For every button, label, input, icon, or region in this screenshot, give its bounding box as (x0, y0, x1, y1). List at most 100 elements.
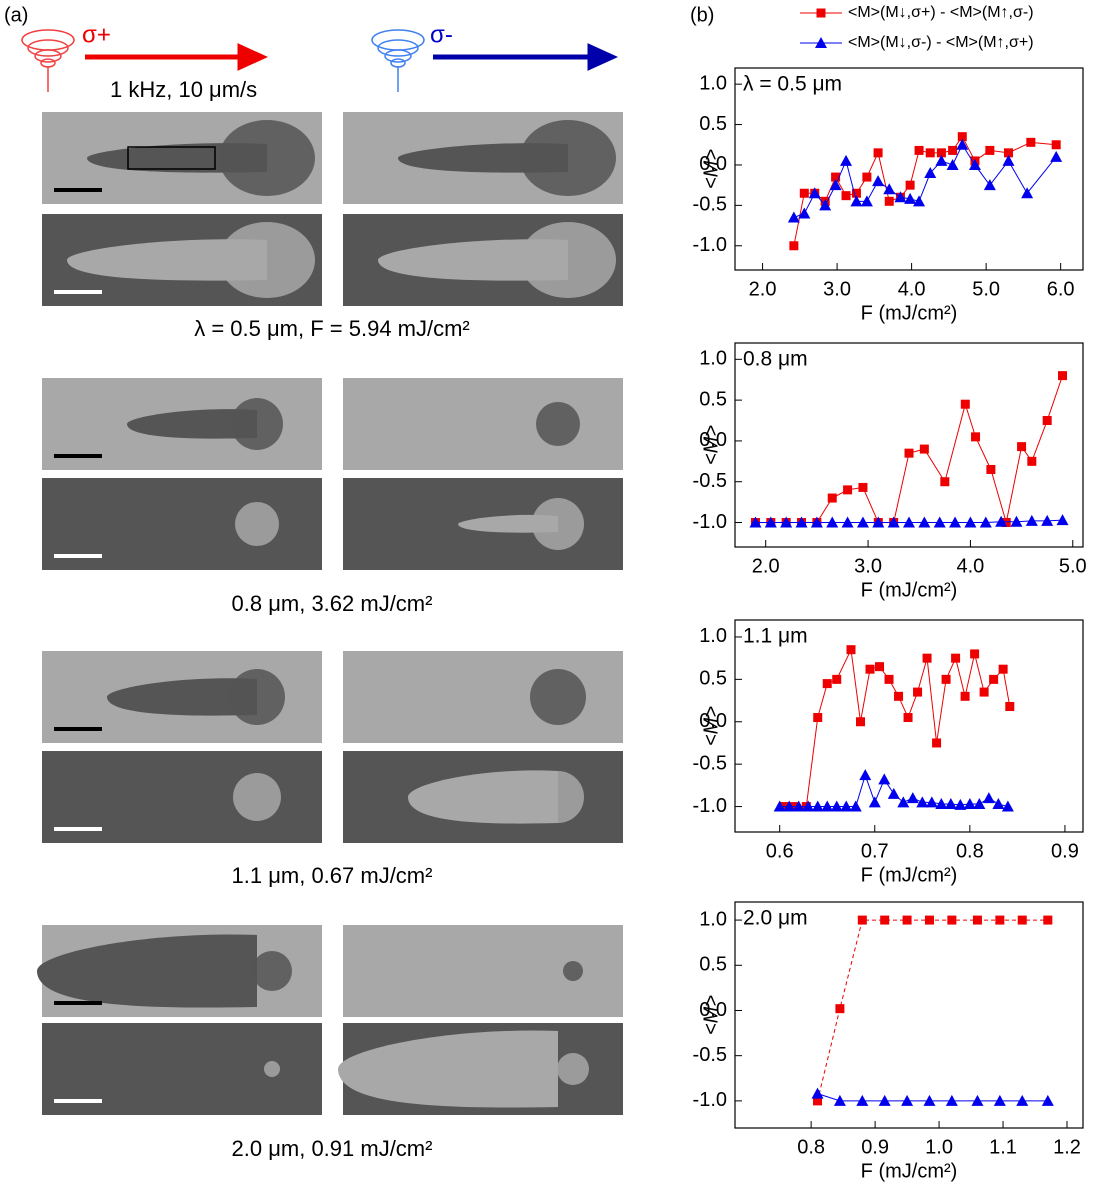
data-point (941, 674, 951, 684)
data-point (970, 649, 980, 659)
data-point (919, 444, 929, 454)
data-point (810, 516, 823, 528)
plot-frame (734, 67, 1084, 271)
legend-marker (815, 37, 827, 48)
domain-dome (229, 669, 285, 725)
y-tick-label: 1.0 (699, 908, 727, 930)
data-point (935, 154, 948, 166)
data-point (749, 516, 762, 528)
domain-tail (67, 239, 267, 281)
y-tick-label: -0.5 (693, 752, 727, 774)
x-axis-label: F (mJ/cm²) (861, 864, 958, 886)
domain-dome (536, 402, 580, 446)
data-point (789, 241, 799, 251)
y-tick-label: -1.0 (693, 234, 727, 256)
data-point (884, 674, 894, 684)
scan-arrow (433, 43, 619, 71)
polarization-label: σ+ (82, 21, 111, 48)
data-point (887, 787, 900, 799)
data-point (841, 191, 851, 201)
data-point (979, 516, 992, 528)
y-tick-label: -1.0 (693, 795, 727, 817)
data-point (821, 800, 834, 812)
data-point (903, 516, 915, 528)
data-point (850, 195, 863, 207)
data-point (780, 516, 793, 528)
y-axis-label: <M> (700, 149, 722, 189)
scan-arrow (85, 43, 269, 71)
data-point (960, 691, 970, 701)
data-point (1042, 416, 1052, 426)
data-point (916, 796, 929, 808)
data-point (841, 516, 854, 528)
data-point (873, 148, 883, 158)
data-point (1017, 915, 1027, 925)
data-point (819, 199, 832, 211)
data-point (830, 800, 843, 812)
charts: -1.0 -0.5 0.0 0.5 1.0 2.0 3.0 4.0 5.0 6.0 F (mJ/cm… (693, 4, 1087, 1182)
x-axis-label: F (mJ/cm²) (861, 302, 958, 324)
data-point (856, 717, 866, 727)
data-point (1005, 701, 1015, 711)
data-point (1058, 371, 1068, 381)
data-point (989, 674, 999, 684)
data-point (956, 138, 969, 150)
micrograph (343, 378, 623, 470)
data-point (792, 800, 805, 812)
data-point (878, 1094, 891, 1106)
domain-dome (233, 773, 281, 821)
data-point (783, 800, 796, 812)
data-point (827, 493, 837, 503)
data-point (1001, 518, 1011, 528)
data-point (906, 792, 919, 804)
data-point (901, 1094, 914, 1106)
data-point (860, 195, 873, 207)
y-tick-label: 0.5 (699, 388, 727, 410)
data-point (964, 516, 977, 528)
x-tick-label: 0.8 (956, 840, 984, 862)
domain-dome (235, 502, 279, 546)
domain-dome (563, 961, 583, 981)
x-tick-label: 5.0 (1059, 555, 1087, 577)
y-tick-label: 0.0 (699, 710, 727, 732)
conditions: 1 kHz, 10 μm/s (110, 77, 257, 102)
domain-tail (127, 409, 257, 439)
domain-dome (557, 1053, 589, 1085)
data-point (935, 798, 948, 810)
data-point (846, 645, 856, 655)
x-tick-label: 0.7 (861, 840, 889, 862)
data-point (925, 796, 938, 808)
data-point (872, 175, 885, 187)
data-point (903, 713, 913, 723)
selection-box (127, 146, 216, 170)
panel-label: (b) (690, 4, 714, 26)
legend-label: <M>(M↓,σ+) - <M>(M↑,σ-) (848, 4, 1034, 21)
data-point (802, 800, 815, 812)
x-tick-label: 1.1 (989, 1136, 1017, 1158)
data-point (843, 485, 853, 495)
data-point (1003, 148, 1013, 158)
annotation: λ = 0.5 μm (743, 73, 842, 96)
data-point (986, 464, 996, 474)
data-point (798, 207, 811, 219)
data-point (826, 516, 839, 528)
data-point (982, 792, 995, 804)
y-tick-label: 0.5 (699, 113, 727, 135)
data-point (833, 1094, 846, 1106)
image-caption: 1.1 μm, 0.67 mJ/cm² (232, 863, 433, 888)
data-point (858, 482, 868, 492)
y-tick-label: 1.0 (699, 625, 727, 647)
data-point (946, 158, 959, 170)
data-point (1002, 154, 1015, 166)
domain-dome (219, 222, 315, 298)
data-point (913, 195, 926, 207)
data-point (924, 915, 934, 925)
x-tick-label: 0.6 (766, 840, 794, 862)
series-line (817, 919, 1048, 1101)
data-point (835, 1004, 845, 1014)
y-axis-label: <M> (700, 995, 722, 1035)
legend-marker (816, 8, 826, 18)
x-tick-label: 2.0 (752, 555, 780, 577)
data-point (954, 798, 967, 810)
data-point (925, 148, 935, 158)
